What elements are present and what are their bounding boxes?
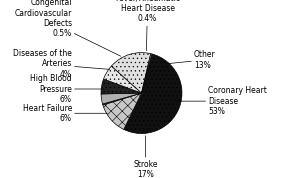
Wedge shape — [102, 93, 142, 105]
Text: Rheumatic
Fever/Rheumatic
Heart Disease
0.4%: Rheumatic Fever/Rheumatic Heart Disease … — [115, 0, 180, 51]
Text: Congenital
Cardiovascular
Defects
0.5%: Congenital Cardiovascular Defects 0.5% — [14, 0, 121, 56]
Text: Stroke
17%: Stroke 17% — [133, 136, 158, 178]
Text: Coronary Heart
Disease
53%: Coronary Heart Disease 53% — [176, 86, 267, 116]
Text: Heart Failure
6%: Heart Failure 6% — [23, 104, 107, 123]
Wedge shape — [103, 93, 142, 129]
Wedge shape — [142, 54, 152, 93]
Text: High Blood
Pressure
6%: High Blood Pressure 6% — [30, 74, 103, 104]
Text: Diseases of the
Arteries
4%: Diseases of the Arteries 4% — [13, 49, 110, 79]
Wedge shape — [101, 79, 142, 94]
Wedge shape — [124, 54, 182, 134]
Wedge shape — [101, 93, 142, 104]
Wedge shape — [112, 53, 151, 93]
Wedge shape — [104, 66, 142, 93]
Text: Other
13%: Other 13% — [168, 50, 216, 70]
